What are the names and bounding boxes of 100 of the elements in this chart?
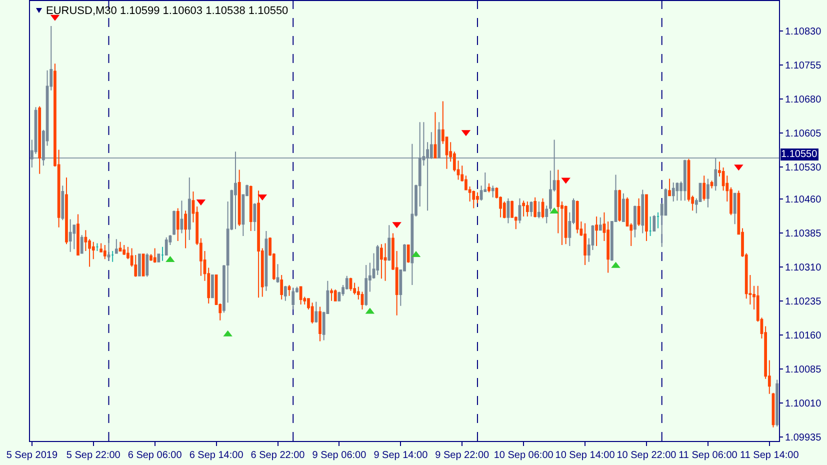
candlestick (176, 208, 180, 242)
candlestick (80, 234, 84, 254)
candlestick (530, 200, 533, 217)
candlestick (211, 274, 214, 298)
candlestick (222, 264, 226, 314)
candlestick (76, 214, 80, 256)
candlestick (706, 178, 710, 208)
x-tick-label: 10 Sep 22:00 (616, 450, 677, 461)
candlestick (502, 200, 506, 219)
candlestick (683, 159, 686, 202)
y-tick-label: 1.10235 (785, 296, 822, 308)
x-tick-label: 10 Sep 14:00 (555, 450, 616, 461)
candlestick (284, 285, 287, 302)
candlestick (65, 176, 68, 245)
candlestick (710, 180, 714, 189)
candlestick (526, 200, 529, 217)
candlestick (488, 182, 490, 193)
candlestick (157, 254, 160, 262)
candlestick (564, 205, 568, 245)
candlestick (702, 175, 706, 202)
candlestick (257, 190, 260, 298)
x-tick-label: 10 Sep 06:00 (494, 450, 554, 461)
candlestick (656, 212, 660, 229)
candlestick (534, 196, 537, 218)
candlestick (714, 157, 718, 192)
y-tick-label: 1.10160 (785, 330, 822, 342)
candlestick (576, 200, 579, 234)
x-tick-label: 5 Sep 22:00 (66, 450, 121, 461)
candlestick (380, 244, 383, 280)
candlestick (672, 182, 675, 202)
candlestick (438, 122, 441, 158)
ref-line-label: 1.10550 (781, 149, 818, 160)
candlestick (491, 185, 494, 198)
y-tick-label: 1.10310 (785, 262, 822, 274)
candlestick (142, 254, 145, 276)
candlestick (541, 198, 544, 219)
x-tick-label: 6 Sep 14:00 (189, 450, 244, 461)
candlestick (637, 198, 640, 226)
candlestick (114, 238, 118, 254)
candlestick (292, 287, 295, 310)
candlestick (164, 236, 168, 256)
candlestick (376, 244, 380, 276)
candlestick (138, 254, 141, 276)
candlestick (406, 244, 410, 264)
candlestick (349, 277, 352, 292)
y-tick-label: 1.10385 (785, 228, 822, 240)
x-tick-label: 11 Sep 14:00 (740, 450, 800, 461)
candlestick (299, 286, 302, 305)
y-tick-label: 1.10605 (785, 128, 822, 140)
x-tick-label: 6 Sep 22:00 (250, 450, 306, 461)
candlestick (595, 216, 598, 246)
chart-title: EURUSD,M30 1.10599 1.10603 1.10538 1.10550 (46, 4, 288, 17)
candlestick (180, 200, 184, 234)
candlestick (318, 306, 322, 342)
candlestick (107, 238, 110, 262)
candlestick (776, 379, 779, 427)
x-tick-label: 9 Sep 22:00 (435, 450, 490, 461)
y-tick-label: 1.10530 (785, 162, 822, 174)
candlestick (68, 218, 72, 252)
candlestick (234, 151, 237, 230)
y-tick-label: 1.10680 (785, 94, 822, 106)
candlestick (188, 176, 191, 241)
candlestick (330, 288, 333, 302)
y-tick-label: 1.10460 (785, 194, 822, 206)
candlestick (634, 205, 636, 238)
candlestick (668, 178, 671, 196)
x-tick-label: 9 Sep 06:00 (312, 450, 367, 461)
candlestick (622, 192, 625, 222)
candlestick (146, 252, 149, 278)
x-tick-label: 9 Sep 14:00 (374, 450, 428, 461)
candlestick (172, 210, 176, 236)
x-tick-label: 6 Sep 06:00 (128, 450, 182, 461)
candlestick (584, 222, 586, 266)
candlestick (61, 185, 64, 221)
candlestick (434, 112, 437, 158)
candlestick (648, 216, 652, 236)
candlestick (253, 202, 256, 232)
candlestick (472, 190, 476, 209)
candlestick (522, 200, 526, 217)
candlestick (118, 241, 122, 252)
x-tick-label: 5 Sep 2019 (6, 450, 58, 461)
candlestick (652, 214, 656, 232)
y-tick-label: 1.10830 (785, 26, 822, 38)
candlestick (384, 242, 387, 282)
candlestick (410, 143, 414, 286)
candlestick (388, 224, 391, 262)
x-tick-label: 11 Sep 06:00 (678, 450, 738, 461)
candlestick (518, 198, 522, 224)
candlestick (364, 264, 368, 306)
candlestick (238, 169, 241, 226)
candlestick (334, 288, 337, 302)
candlestick (280, 274, 284, 300)
candlestick (184, 210, 187, 249)
candlestick (111, 250, 114, 262)
y-tick-label: 1.10085 (785, 364, 822, 376)
candlestick (598, 216, 602, 231)
y-tick-label: 1.09935 (785, 432, 822, 444)
candlestick (537, 200, 540, 219)
candlestick (96, 242, 99, 252)
candlestick (733, 192, 736, 225)
